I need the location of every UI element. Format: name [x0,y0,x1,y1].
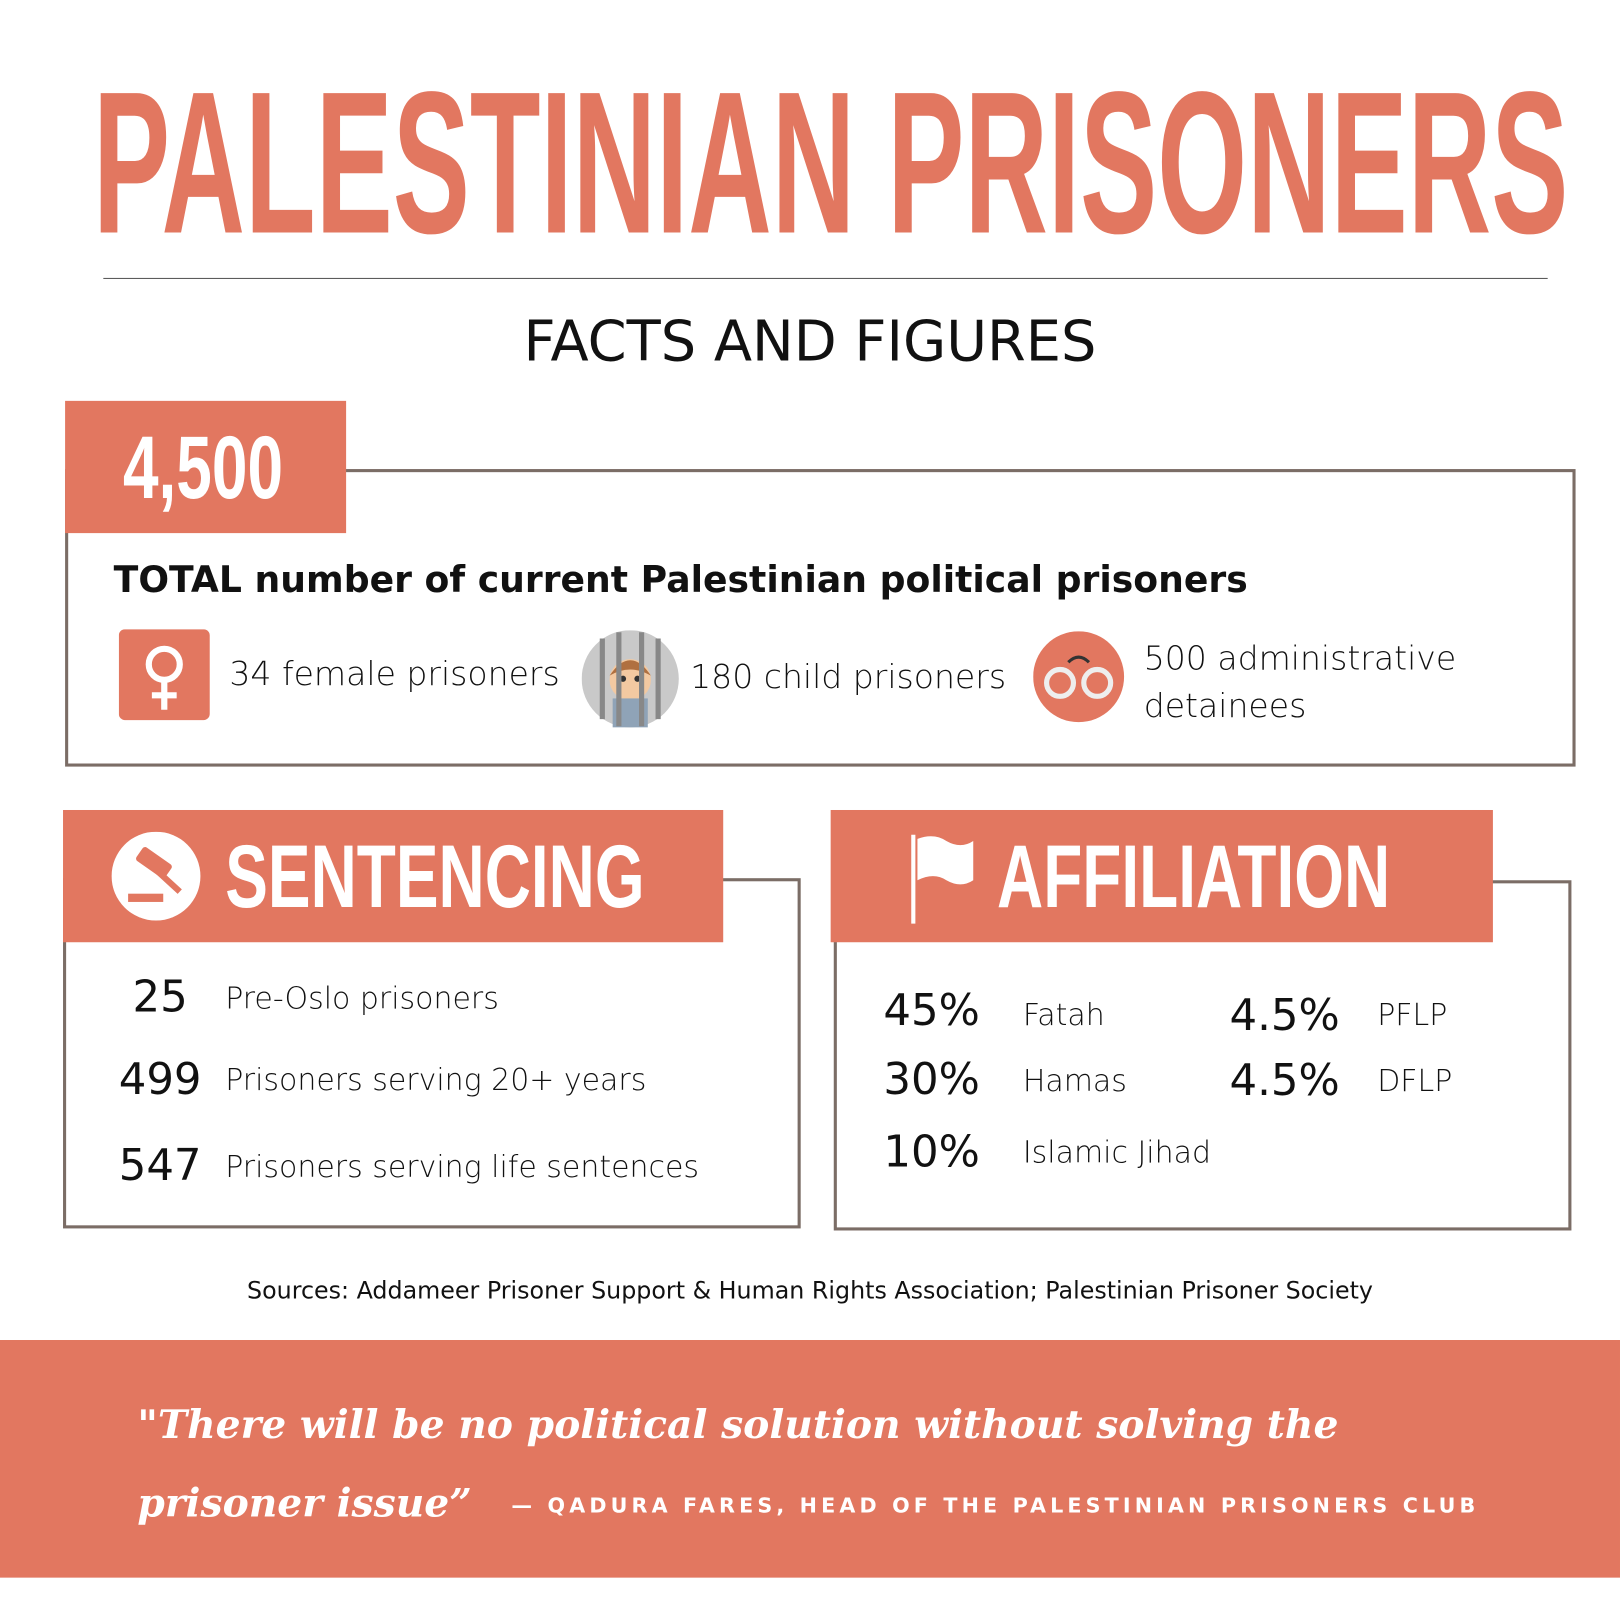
affiliation-share: 45% [883,984,980,1036]
sentence-label: Pre-Oslo prisoners [225,980,499,1016]
title: PALESTINIAN PRISONERS [93,49,1568,268]
child-icon [581,630,679,728]
affiliation-title: AFFILIATION [996,827,1391,927]
sources: Sources: Addameer Prisoner Support & Hum… [247,1278,1373,1305]
divider [103,277,1548,279]
sentencing-tab: SENTENCING [63,809,724,943]
affiliation-label: DFLP [1377,1063,1453,1099]
gavel-icon [111,831,201,921]
sentence-label: Prisoners serving life sentences [225,1148,700,1185]
sentencing-title: SENTENCING [225,827,645,927]
affiliation-label: Fatah [1022,996,1105,1033]
admin-count: 500 administrative detainees [1143,638,1457,726]
affiliation-share: 30% [883,1053,980,1105]
subtitle: FACTS AND FIGURES [523,308,1097,375]
sentence-number: 499 [118,1053,202,1105]
sentence-number: 25 [132,971,188,1022]
handcuffs-icon [1033,631,1125,723]
flag-icon [911,834,974,924]
affiliation-tab: AFFILIATION [830,809,1493,943]
sentence-label: Prisoners serving 20+ years [225,1062,647,1098]
total-box [65,469,1576,767]
affiliation-label: PFLP [1377,996,1448,1033]
affiliation-share: 4.5% [1229,989,1340,1041]
child-count: 180 child prisoners [690,657,1007,697]
female-icon [118,629,210,721]
quote-text: "There will be no political solution wit… [137,1400,1339,1526]
female-count: 34 female prisoners [229,653,560,694]
total-tab: 4,500 [65,400,347,534]
affiliation-share: 10% [883,1126,980,1177]
quote-band: "There will be no political solution wit… [0,1340,1620,1578]
quote-attribution: — QADURA FARES, HEAD OF THE PALESTINIAN … [511,1492,1480,1518]
sentence-number: 547 [118,1139,202,1191]
affiliation-label: Islamic Jihad [1022,1134,1212,1170]
affiliation-label: Hamas [1022,1063,1127,1099]
title-area: PALESTINIAN PRISONERS [93,49,1568,268]
total-figure: 4,500 [122,418,284,518]
affiliation-share: 4.5% [1229,1054,1340,1106]
total-label: TOTAL number of current Palestinian poli… [113,559,1248,602]
